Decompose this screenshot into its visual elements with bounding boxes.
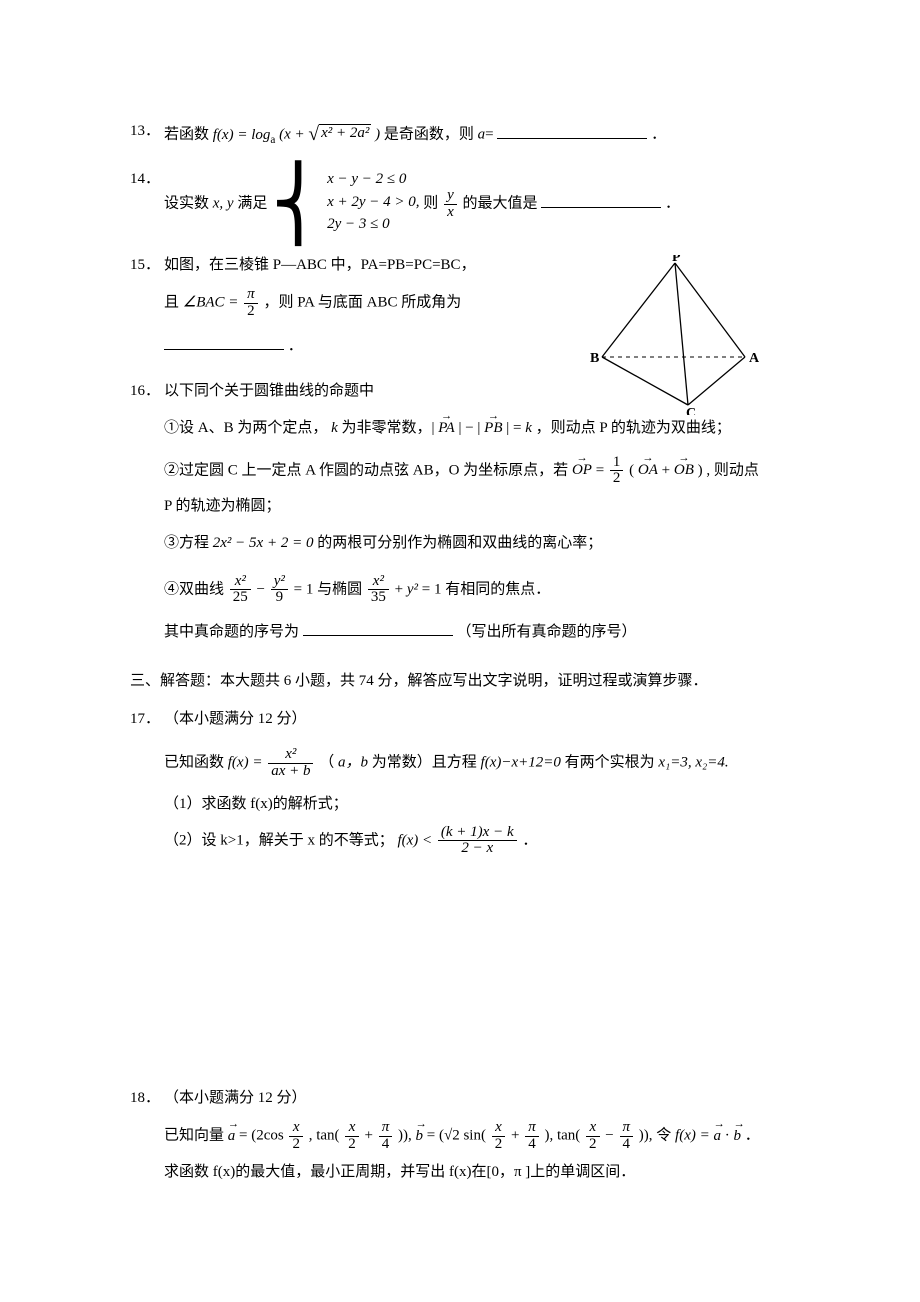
question-14: 14． 设实数 x, y 满足 ⎨ x − y − 2 ≤ 0 x + 2y −…	[130, 168, 800, 240]
q16-number: 16．	[130, 380, 164, 403]
vec-PB: PB	[484, 415, 502, 440]
q13-sqrt: √x² + 2a²	[308, 120, 371, 150]
q13-blank	[497, 123, 647, 139]
q15-frac: π 2	[244, 287, 258, 320]
tetrahedron-figure: P B A C	[590, 255, 760, 415]
exam-page: 13． 若函数 f(x) = loga (x + √x² + 2a² ) 是奇函…	[0, 0, 920, 1258]
q13-text-post: 是奇函数，则	[384, 127, 478, 143]
q14-line3: 2y − 3 ≤ 0	[327, 213, 419, 236]
q18-sub: （本小题满分 12 分）	[164, 1087, 800, 1110]
vec-OP: OP	[572, 457, 592, 482]
q17-frac2: (k + 1)x − k 2 − x	[438, 825, 517, 858]
q14-pre: 设实数	[164, 196, 213, 212]
q14-line2: x + 2y − 4 > 0,	[327, 191, 419, 214]
q14-line1: x − y − 2 ≤ 0	[327, 168, 419, 191]
q14-vars: x, y	[213, 196, 234, 212]
q17-part2: （2）设 k>1，解关于 x 的不等式； f(x) < (k + 1)x − k…	[164, 825, 800, 858]
q17-line1: 已知函数 f(x) = x² ax + b （ a，b 为常数）且方程 f(x)…	[164, 747, 800, 780]
q14-system: ⎨ x − y − 2 ≤ 0 x + 2y − 4 > 0, 2y − 3 ≤…	[271, 168, 419, 240]
q17-number: 17．	[130, 708, 164, 731]
vec-a1: a	[228, 1123, 236, 1148]
vec-OB: OB	[674, 457, 694, 482]
q13-fx: f(x) = loga	[213, 127, 276, 143]
q14-post2: 的最大值是	[462, 196, 541, 212]
brace-left-icon: ⎨	[271, 168, 325, 240]
question-16: 16． 以下同个关于圆锥曲线的命题中 ①设 A、B 为两个定点， k 为非零常数…	[130, 380, 800, 644]
q13-body: 若函数 f(x) = loga (x + √x² + 2a² ) 是奇函数，则 …	[164, 120, 800, 150]
q15-line1: 如图，在三棱锥 P—ABC 中，PA=PB=PC=BC，	[164, 257, 476, 273]
vec-PA: PA	[438, 415, 454, 440]
label-B: B	[590, 351, 599, 366]
label-P: P	[672, 255, 681, 265]
q17-part1: （1）求函数 f(x)的解析式；	[164, 793, 800, 816]
q16-stmt2: ②过定圆 C 上一定点 A 作圆的动点弦 AB，O 为坐标原点，若 OP = 1…	[164, 455, 800, 488]
q15-number: 15．	[130, 254, 164, 277]
question-18: 18． （本小题满分 12 分） 已知向量 a = (2cos x2 , tan…	[130, 1087, 800, 1184]
vec-a2: a	[713, 1123, 721, 1148]
question-17: 17． （本小题满分 12 分） 已知函数 f(x) = x² ax + b （…	[130, 708, 800, 858]
q18-line1: 已知向量 a = (2cos x2 , tan( x2 + π4 )), b =…	[164, 1120, 800, 1153]
q17-sub: （本小题满分 12 分）	[164, 708, 800, 731]
q16-half: 1 2	[610, 455, 624, 488]
vec-b2: b	[733, 1123, 741, 1148]
q13-period: ．	[651, 127, 666, 143]
q14-blank	[541, 192, 661, 208]
q18-line2: 求函数 f(x)的最大值，最小正周期，并写出 f(x)在[0，π ]上的单调区间…	[164, 1161, 800, 1184]
q16-stmt1: ①设 A、B 为两个定点， k 为非零常数，| PA | − | PB | = …	[164, 415, 800, 440]
vec-OA: OA	[638, 457, 658, 482]
q16-stmt2b: P 的轨迹为椭圆；	[164, 495, 800, 518]
q14-post1: 则	[423, 196, 442, 212]
question-13: 13． 若函数 f(x) = loga (x + √x² + 2a² ) 是奇函…	[130, 120, 800, 150]
label-A: A	[749, 351, 760, 366]
q13-number: 13．	[130, 120, 164, 143]
q13-text-pre: 若函数	[164, 127, 213, 143]
q14-frac: y x	[444, 188, 457, 221]
q16-tail: 其中真命题的序号为 （写出所有真命题的序号）	[164, 620, 800, 644]
q15-blank	[164, 334, 284, 350]
q16-blank	[303, 620, 453, 636]
q18-number: 18．	[130, 1087, 164, 1110]
q14-body: 设实数 x, y 满足 ⎨ x − y − 2 ≤ 0 x + 2y − 4 >…	[164, 168, 800, 240]
q14-period: ．	[665, 196, 680, 212]
q14-mid: 满足	[237, 196, 271, 212]
q16-stmt4: ④双曲线 x²25 − y²9 = 1 与椭圆 x²35 + y² = 1 有相…	[164, 574, 800, 607]
vec-b1: b	[416, 1123, 424, 1148]
q16-stmt3: ③方程 2x² − 5x + 2 = 0 的两根可分别作为椭圆和双曲线的离心率；	[164, 532, 800, 555]
q13-paren-close: )	[375, 127, 380, 143]
section-3-heading: 三、解答题：本大题共 6 小题，共 74 分，解答应写出文字说明，证明过程或演算…	[130, 670, 800, 693]
q15-period: ．	[288, 338, 303, 354]
q17-frac: x² ax + b	[268, 747, 313, 780]
q13-paren-open: (x +	[279, 127, 308, 143]
q14-number: 14．	[130, 168, 164, 191]
label-C: C	[686, 406, 696, 415]
